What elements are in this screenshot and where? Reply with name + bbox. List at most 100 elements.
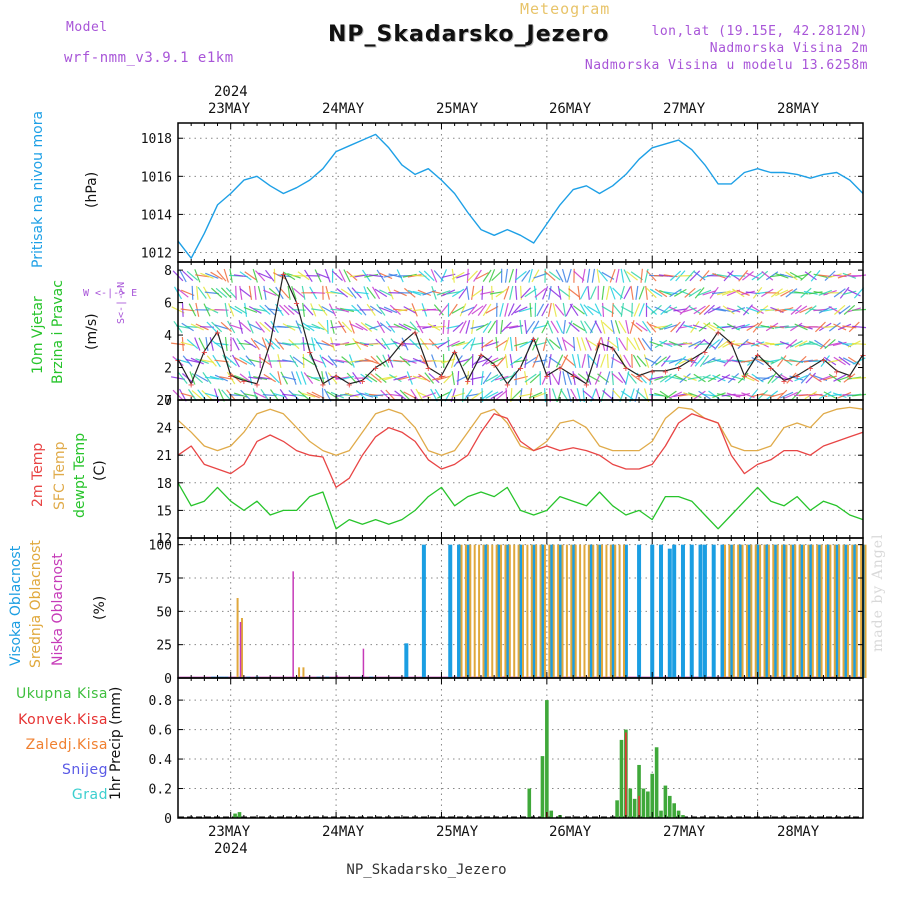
wind-barb <box>258 272 272 280</box>
wind-barb <box>282 342 297 346</box>
high-cloud-bar <box>729 544 734 678</box>
footer-station: NP_Skadarsko_Jezero <box>346 862 507 878</box>
wind-barb <box>491 270 503 282</box>
wind-barb <box>519 319 523 334</box>
wind-barb <box>838 305 851 315</box>
mid-cloud-bar <box>592 544 595 678</box>
wind-barb <box>800 287 812 298</box>
wind-barb <box>451 271 465 280</box>
low-cloud-bar <box>292 571 294 678</box>
mid-cloud-bar <box>500 544 503 678</box>
wind-barb <box>703 304 715 316</box>
wind-barb <box>302 356 315 366</box>
mid-cloud-bar <box>763 544 766 678</box>
wind-barb <box>659 289 673 296</box>
wind-barb <box>688 340 702 348</box>
wind-barb <box>645 285 648 300</box>
y-tick-label: 27 <box>156 394 172 409</box>
day-label-bottom-5: 28MAY <box>777 824 820 840</box>
day-label-bottom-4: 27MAY <box>663 824 706 840</box>
mid-cloud-bar <box>737 544 740 678</box>
wind-barb <box>418 270 430 281</box>
wind-barb <box>244 339 257 349</box>
wind-barb <box>556 337 563 351</box>
wind-barb <box>678 289 692 296</box>
wind-barb <box>253 376 268 381</box>
wind-barb <box>451 288 465 298</box>
mid-cloud-bar <box>767 544 770 678</box>
high-cloud-bar <box>421 544 426 678</box>
wind-barb <box>216 270 227 282</box>
wind-barb <box>248 323 262 331</box>
mid-cloud-bar <box>864 544 867 678</box>
gust-marker: + <box>452 347 458 358</box>
wind-barb <box>501 321 512 333</box>
wind-barb <box>546 320 554 334</box>
gust-marker: + <box>649 367 655 378</box>
wind-barb <box>595 337 602 351</box>
wind-barb <box>240 389 252 401</box>
wind-barb <box>654 375 668 381</box>
wind-barb <box>291 286 297 300</box>
wind-barb <box>194 269 201 283</box>
elevation-label: Nadmorska Visina 2m <box>709 41 868 56</box>
wind-barb <box>723 355 734 367</box>
wind-barb <box>541 303 549 317</box>
wind-barb <box>203 303 211 317</box>
wind-barb <box>606 339 619 349</box>
model-label: Model <box>66 20 108 35</box>
wind-barb <box>611 373 624 384</box>
mid-cloud-bar <box>302 667 305 678</box>
mid-cloud-bar <box>596 544 599 678</box>
wind-barb <box>315 341 330 346</box>
mid-cloud-bar <box>772 544 775 678</box>
wind-barb <box>451 305 465 314</box>
wind-barb <box>814 321 826 333</box>
wind-barb <box>306 391 320 399</box>
wind-barb <box>636 355 647 367</box>
wind-barb <box>581 354 586 368</box>
high-cloud-bar <box>764 544 769 678</box>
wind-barb <box>766 390 779 400</box>
wind-barb <box>731 375 746 381</box>
wind-barb <box>485 391 499 399</box>
y-tick-label: 75 <box>156 572 172 587</box>
wind-barb <box>548 271 561 281</box>
gust-marker: + <box>373 364 379 375</box>
wind-barb <box>620 306 634 314</box>
wind-barb <box>375 373 387 383</box>
day-label-top-5: 28MAY <box>777 101 820 117</box>
wind-barb <box>378 376 393 380</box>
wind-barb <box>433 304 444 316</box>
wind-barb <box>623 286 632 300</box>
wind-barb <box>302 336 305 352</box>
wind-barb <box>194 337 201 351</box>
wind-barb <box>770 288 783 298</box>
gust-marker: + <box>544 372 550 383</box>
wind-barb <box>790 304 802 315</box>
wind-barb <box>182 355 193 367</box>
wind-barb <box>403 391 417 399</box>
wind-barb <box>566 371 573 385</box>
wind-barb <box>253 391 267 399</box>
wind-barb <box>318 303 328 316</box>
y-tick-label: 0.2 <box>149 783 172 798</box>
mid-cloud-bar <box>530 544 533 678</box>
high-cloud-bar <box>588 544 593 678</box>
wind-barb <box>528 268 533 283</box>
wind-barb <box>683 392 697 399</box>
wind-barb <box>629 320 635 334</box>
total-precip-bar <box>233 813 237 818</box>
wind-barb <box>756 270 769 281</box>
wind-barb <box>310 303 317 317</box>
wind-barb <box>558 371 562 386</box>
wind-barb <box>438 304 449 316</box>
high-cloud-bar <box>808 544 813 678</box>
wind-barb <box>623 269 631 283</box>
cloud-axis-label-3: Niska Oblacnost <box>50 553 66 666</box>
wind-barb <box>641 338 652 350</box>
wind-barb <box>746 272 760 279</box>
wind-barb <box>311 337 316 351</box>
gust-marker: + <box>781 377 787 388</box>
wind-barb <box>311 323 325 331</box>
